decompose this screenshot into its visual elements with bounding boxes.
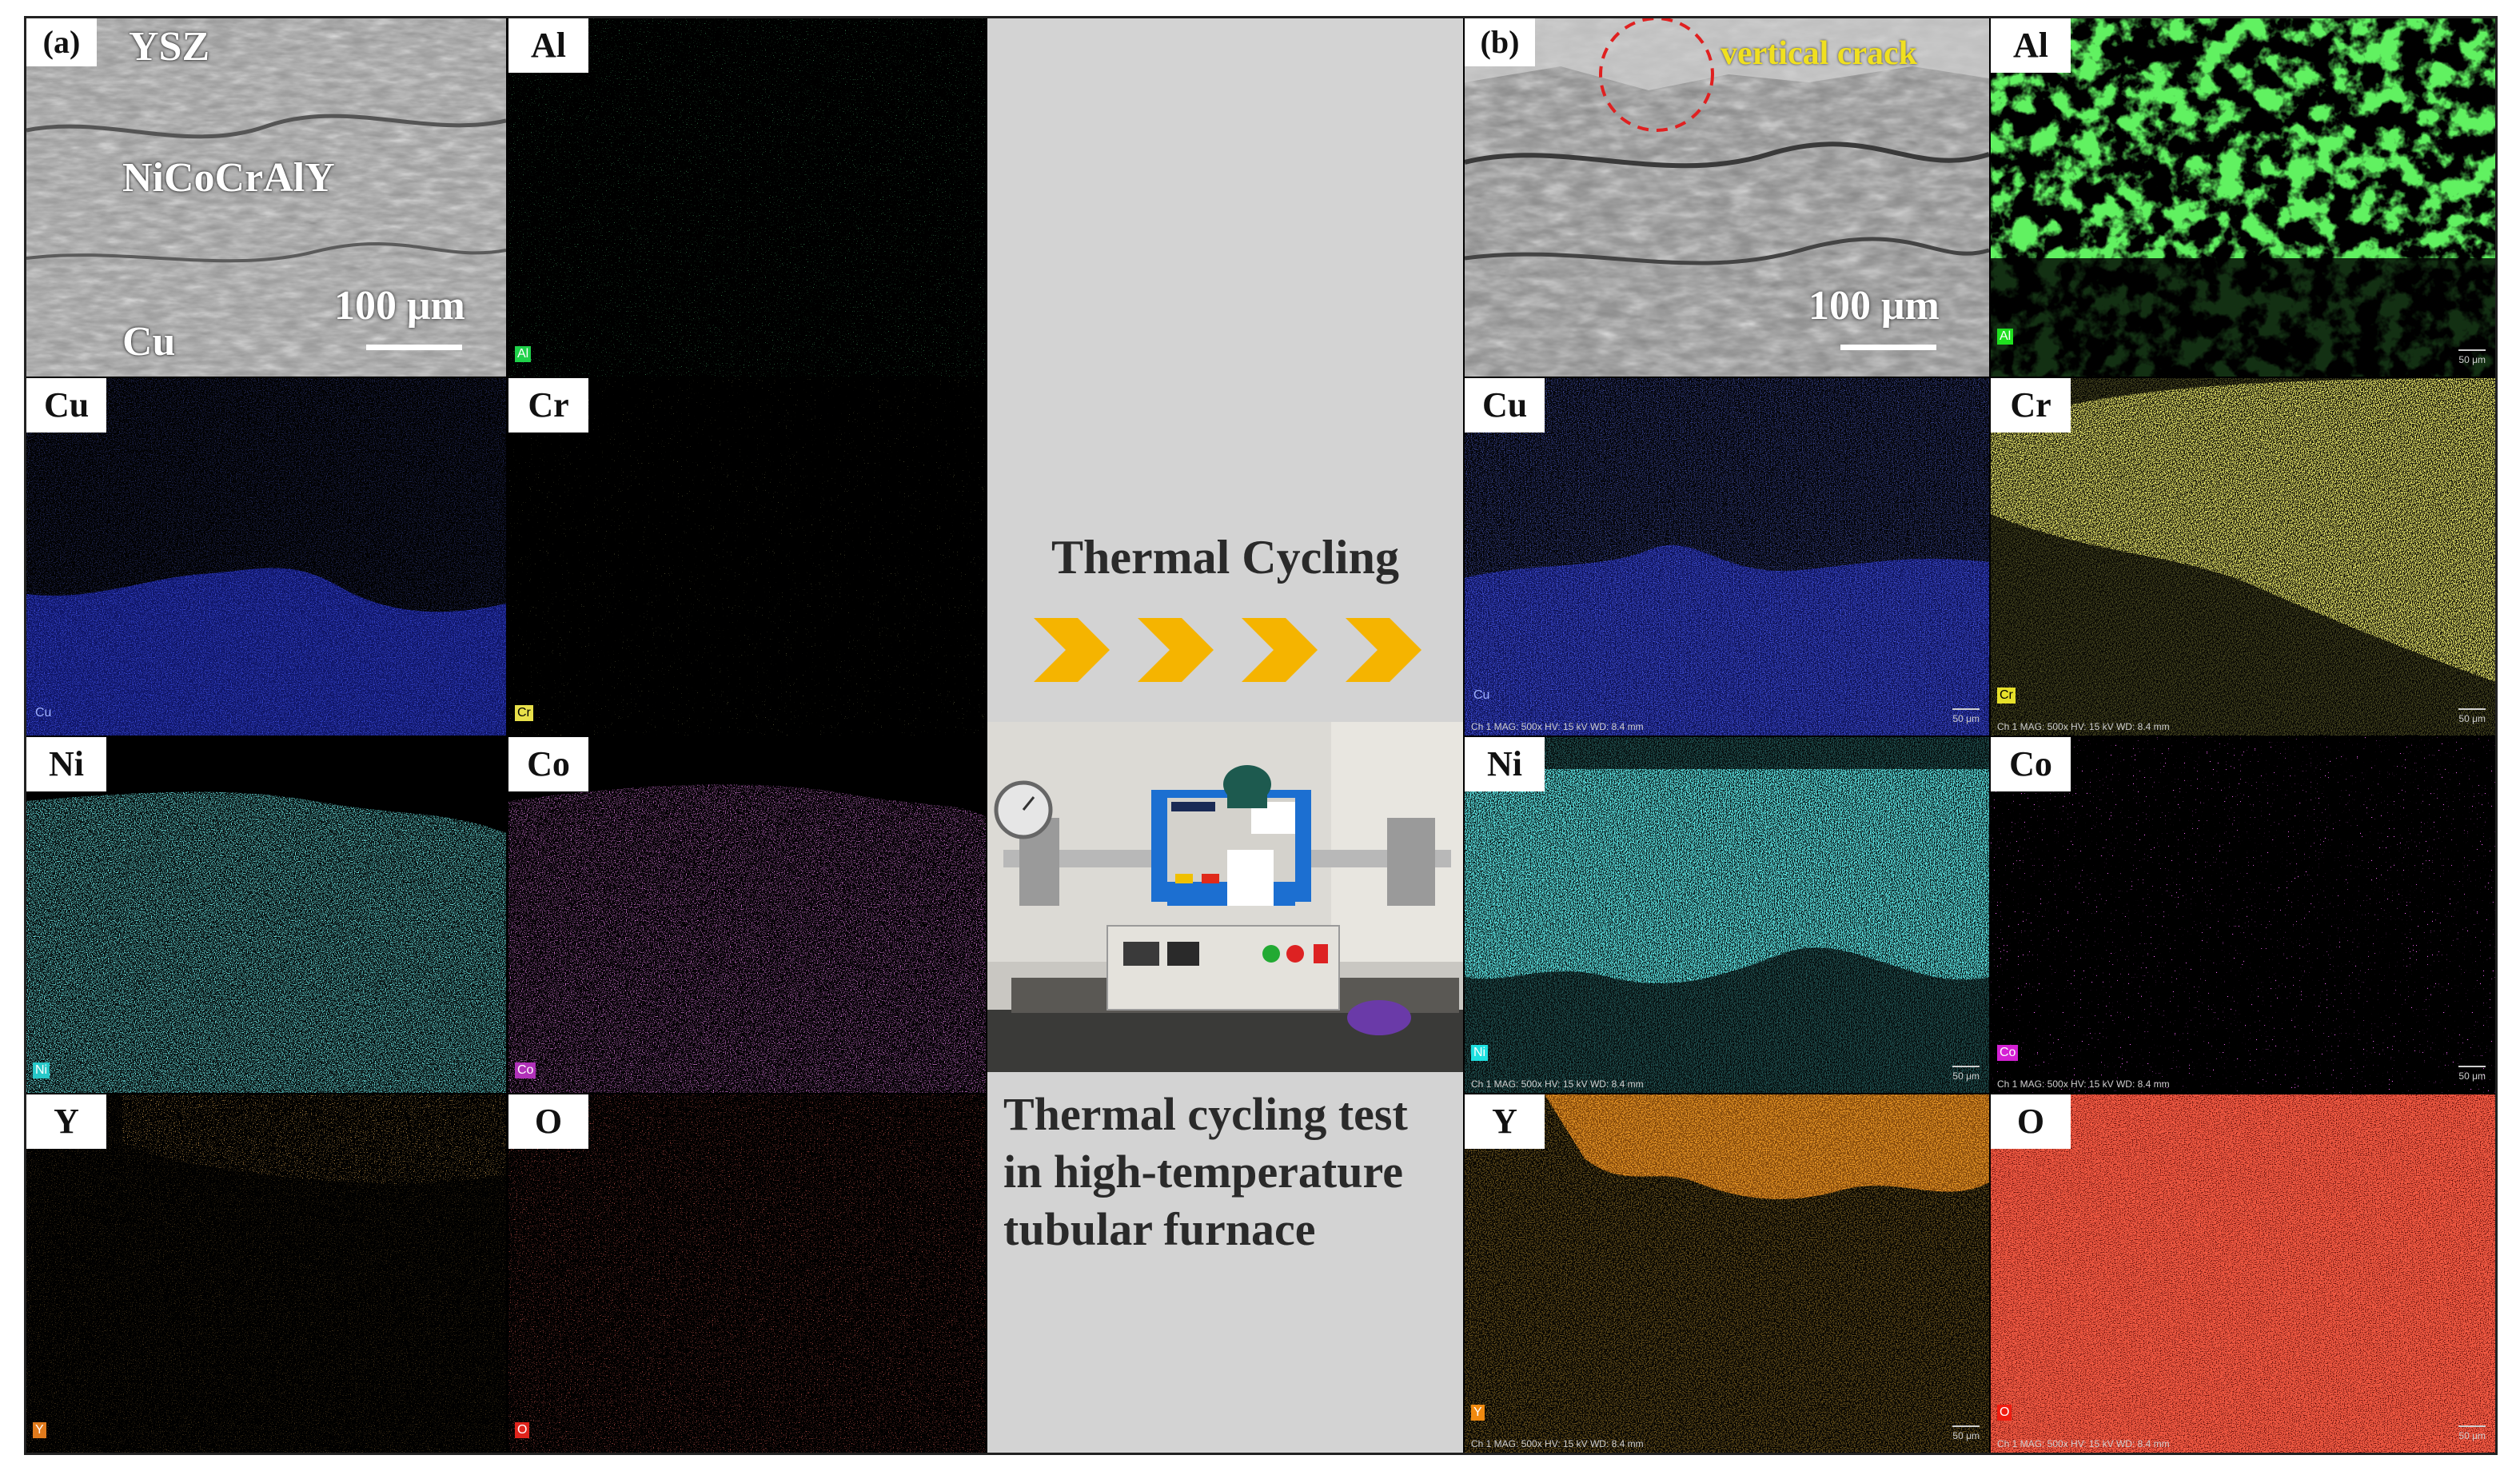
map-b-cu: Cu Cu Ch 1 MAG: 500x HV: 15 kV WD: 8.4 m…: [1465, 378, 1989, 736]
map-a-y-dots: [26, 1094, 506, 1453]
map-b-co-meta: Ch 1 MAG: 500x HV: 15 kV WD: 8.4 mm: [1997, 1078, 2170, 1090]
map-a-cr-label: Cr: [508, 378, 588, 433]
map-a-o: O O: [508, 1094, 986, 1453]
sem-texture-b: [1465, 18, 1989, 377]
chevron-arrow-icon: [1242, 618, 1318, 682]
chevron-arrow-icon: [1138, 618, 1214, 682]
furnace-photo: [987, 722, 1463, 1072]
map-b-co-dots: [1991, 737, 2495, 1093]
map-b-cu-meta: Ch 1 MAG: 500x HV: 15 kV WD: 8.4 mm: [1471, 721, 1644, 732]
map-b-co-label: Co: [1991, 737, 2071, 791]
map-a-cu: Cu Cu: [26, 378, 506, 736]
map-b-co: Co Co Ch 1 MAG: 500x HV: 15 kV WD: 8.4 m…: [1991, 737, 2495, 1093]
map-b-cu-dots: [1465, 378, 1989, 736]
map-b-y-dots: [1465, 1094, 1989, 1453]
map-b-ni-scale: 50 μm: [1952, 1066, 1980, 1082]
map-b-cu-label: Cu: [1465, 378, 1545, 433]
scale-bar-a-label: 100 μm: [334, 283, 465, 329]
sem-image-a: (a) YSZ NiCoCrAlY Cu 100 μm: [26, 18, 506, 377]
furnace-caption: Thermal cycling test in high-temperature…: [1003, 1088, 1408, 1255]
map-a-co-tag: Co: [515, 1062, 536, 1078]
map-b-cu-scale: 50 μm: [1952, 708, 1980, 724]
vertical-crack-annotation: vertical crack: [1721, 35, 1918, 72]
map-a-cu-dots: [26, 378, 506, 736]
chevron-arrows: [1034, 618, 1421, 682]
controller-box: [1106, 925, 1340, 1011]
panel-b-tag: (b): [1465, 18, 1535, 66]
map-b-ni-dots: [1465, 737, 1989, 1093]
map-a-cu-label: Cu: [26, 378, 107, 433]
map-a-cr-dots: [508, 378, 986, 736]
map-b-y: Y Y Ch 1 MAG: 500x HV: 15 kV WD: 8.4 mm …: [1465, 1094, 1989, 1453]
map-b-ni-label: Ni: [1465, 737, 1545, 791]
map-b-al: Al Al 50 μm: [1991, 18, 2495, 377]
map-a-al-label: Al: [508, 18, 588, 73]
scale-bar-b-label: 100 μm: [1808, 283, 1940, 329]
map-b-cu-tag: Cu: [1473, 688, 1490, 702]
map-b-y-label: Y: [1465, 1094, 1545, 1149]
map-a-y-label: Y: [26, 1094, 106, 1149]
map-a-co: Co Co: [508, 737, 986, 1093]
sem-image-b: (b) vertical crack 100 μm: [1465, 18, 1989, 377]
map-a-al-dots: [508, 18, 986, 377]
map-a-al: Al Al: [508, 18, 986, 377]
crack-highlight-circle: [1599, 18, 1714, 132]
map-a-co-label: Co: [508, 737, 588, 791]
map-a-o-tag: O: [515, 1422, 530, 1438]
map-b-co-scale: 50 μm: [2458, 1066, 2486, 1082]
map-b-al-tag: Al: [1997, 329, 2014, 345]
sem-texture-a: [26, 18, 506, 377]
map-b-ni: Ni Ni Ch 1 MAG: 500x HV: 15 kV WD: 8.4 m…: [1465, 737, 1989, 1093]
map-a-y: Y Y: [26, 1094, 506, 1453]
map-a-y-tag: Y: [33, 1422, 46, 1438]
scale-bar-b: 100 μm: [1808, 282, 1968, 350]
scale-bar-a-line: [366, 345, 462, 350]
panel-a-tag: (a): [26, 18, 97, 66]
map-b-ni-meta: Ch 1 MAG: 500x HV: 15 kV WD: 8.4 mm: [1471, 1078, 1644, 1090]
map-b-y-scale: 50 μm: [1952, 1425, 1980, 1441]
thermal-cycling-title: Thermal Cycling: [1051, 531, 1399, 584]
chevron-arrow-icon: [1346, 618, 1421, 682]
map-b-cr-dots: [1991, 378, 2495, 736]
map-a-o-label: O: [508, 1094, 588, 1149]
map-b-al-scale: 50 μm: [2458, 349, 2486, 365]
map-a-ni-tag: Ni: [33, 1062, 50, 1078]
map-b-al-label: Al: [1991, 18, 2071, 73]
map-a-co-dots: [508, 784, 986, 1093]
map-a-ni-label: Ni: [26, 737, 106, 791]
figure: (a) YSZ NiCoCrAlY Cu 100 μm Al Al Cu Cu: [24, 16, 2498, 1455]
map-a-al-tag: Al: [515, 346, 532, 362]
layer-label-nicocraly: NiCoCrAlY: [122, 155, 335, 201]
map-b-co-tag: Co: [1997, 1045, 2019, 1061]
map-b-y-meta: Ch 1 MAG: 500x HV: 15 kV WD: 8.4 mm: [1471, 1438, 1644, 1449]
center-panel: Thermal Cycling: [987, 18, 1463, 1453]
map-b-o-dots: [1991, 1094, 2495, 1453]
map-b-cr-tag: Cr: [1997, 688, 2016, 704]
map-b-y-tag: Y: [1471, 1405, 1485, 1421]
furnace-body: [1151, 765, 1311, 906]
chevron-arrow-icon: [1034, 618, 1110, 682]
scale-bar-b-line: [1840, 345, 1936, 350]
map-a-cr-tag: Cr: [515, 705, 533, 721]
map-a-ni-dots: [26, 791, 506, 1093]
tube-assembly: [994, 780, 1451, 906]
map-b-cr-meta: Ch 1 MAG: 500x HV: 15 kV WD: 8.4 mm: [1997, 721, 2170, 732]
layer-label-cu: Cu: [122, 319, 176, 365]
scale-bar-a: 100 μm: [334, 282, 494, 350]
map-b-cr-scale: 50 μm: [2458, 708, 2486, 724]
map-b-cr: Cr Cr Ch 1 MAG: 500x HV: 15 kV WD: 8.4 m…: [1991, 378, 2495, 736]
layer-label-ysz: YSZ: [129, 24, 210, 70]
map-a-ni: Ni Ni: [26, 737, 506, 1093]
map-b-o-meta: Ch 1 MAG: 500x HV: 15 kV WD: 8.4 mm: [1997, 1438, 2170, 1449]
map-a-cu-tag: Cu: [35, 706, 52, 720]
map-b-ni-tag: Ni: [1471, 1045, 1489, 1061]
map-b-cr-label: Cr: [1991, 378, 2071, 433]
map-b-o-label: O: [1991, 1094, 2071, 1149]
map-a-cr: Cr Cr: [508, 378, 986, 736]
map-b-o: O O Ch 1 MAG: 500x HV: 15 kV WD: 8.4 mm …: [1991, 1094, 2495, 1453]
map-b-o-tag: O: [1997, 1405, 2012, 1421]
map-a-o-dots: [508, 1094, 986, 1453]
map-b-o-scale: 50 μm: [2458, 1425, 2486, 1441]
map-b-al-dots: [1991, 18, 2495, 377]
